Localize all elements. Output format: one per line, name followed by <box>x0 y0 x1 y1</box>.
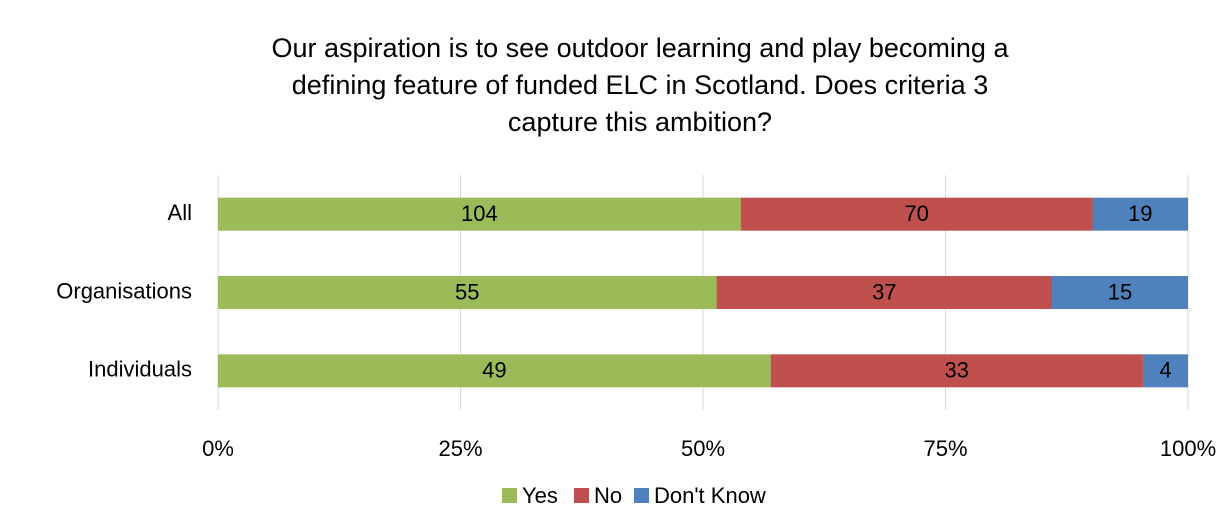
y-tick-label: Individuals <box>88 357 192 382</box>
x-tick-label: 75% <box>923 436 967 461</box>
chart-title: defining feature of funded ELC in Scotla… <box>292 70 988 100</box>
bar-segment <box>218 197 741 231</box>
data-label: 33 <box>945 358 969 383</box>
data-label: 37 <box>872 279 896 304</box>
data-label: 19 <box>1128 201 1152 226</box>
data-label: 49 <box>482 358 506 383</box>
bar-segment <box>716 276 1053 309</box>
data-label: 55 <box>455 279 479 304</box>
data-label: 4 <box>1159 358 1171 383</box>
y-tick-label: Organisations <box>56 278 192 303</box>
legend-swatch <box>574 488 589 503</box>
data-label: 104 <box>461 201 498 226</box>
legend-label: No <box>594 483 622 508</box>
bar-segment <box>740 197 1093 231</box>
bar-segment <box>770 354 1143 388</box>
legend-label: Don't Know <box>654 483 766 508</box>
legend-label: Yes <box>522 483 558 508</box>
chart-title: capture this ambition? <box>508 107 772 137</box>
bar-segment <box>1052 276 1188 309</box>
bar-segment <box>1142 354 1188 388</box>
chart-title: Our aspiration is to see outdoor learnin… <box>272 33 1010 63</box>
x-tick-label: 100% <box>1160 436 1216 461</box>
bar-segment <box>218 354 771 388</box>
x-tick-label: 0% <box>202 436 234 461</box>
y-tick-label: All <box>168 200 192 225</box>
data-label: 15 <box>1108 279 1132 304</box>
x-tick-label: 50% <box>681 436 725 461</box>
legend-swatch <box>634 488 649 503</box>
x-tick-label: 25% <box>438 436 482 461</box>
bar-segment <box>1092 197 1188 231</box>
legend-swatch <box>502 488 517 503</box>
bar-segment <box>218 276 717 309</box>
data-label: 70 <box>904 201 928 226</box>
